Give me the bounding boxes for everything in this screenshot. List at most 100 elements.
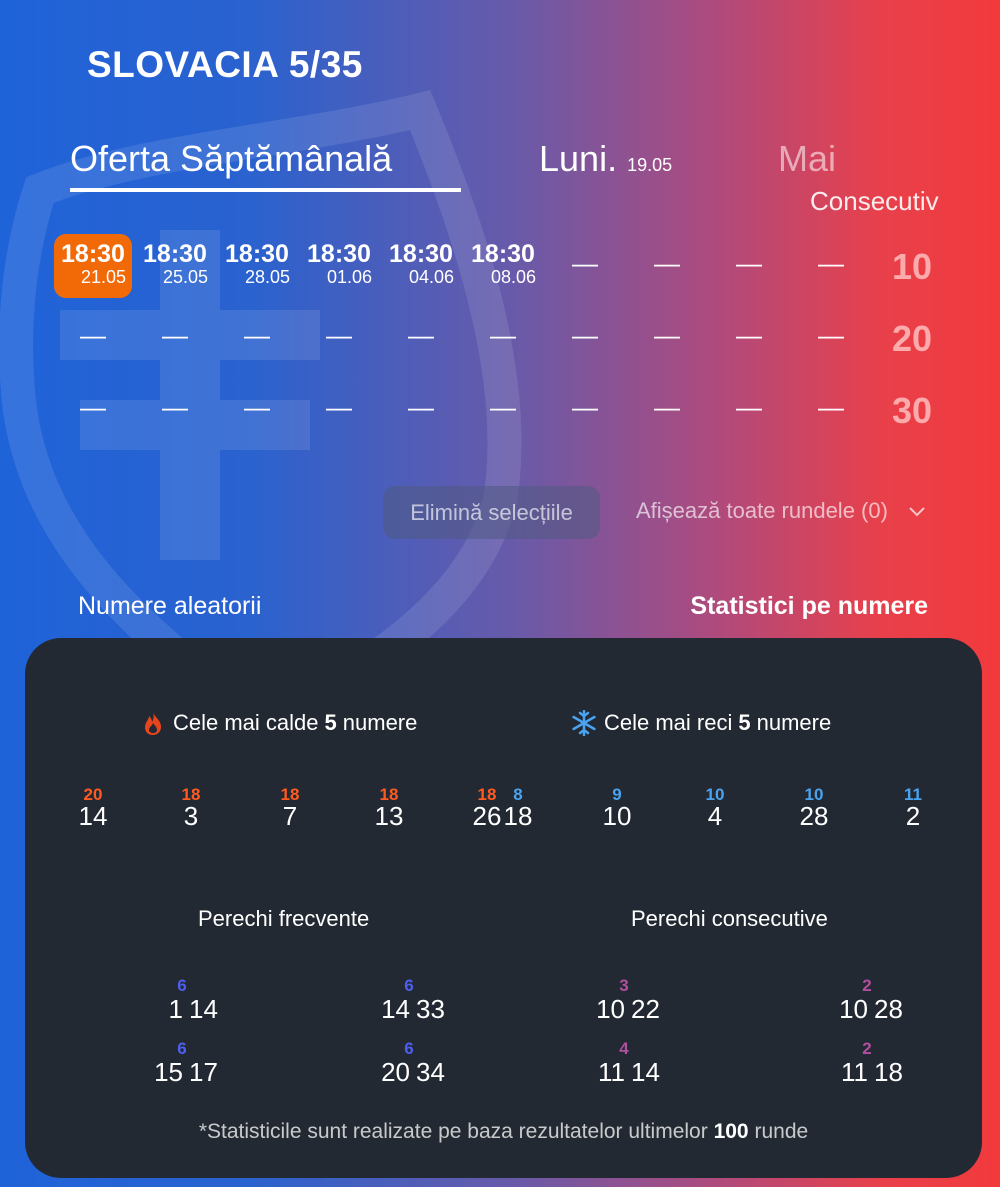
frequent-pairs-title: Perechi frecvente [198, 906, 370, 931]
draw-slot-28-05[interactable]: 18:30 28.05 [218, 234, 296, 298]
cold-number: 10 28 [784, 786, 844, 829]
empty-dash: — [244, 320, 270, 350]
empty-slot[interactable]: — [792, 234, 870, 298]
hot-number-count: 18 [379, 785, 399, 804]
pair-count: 4 [619, 1039, 629, 1058]
hot-number-count: 18 [477, 785, 497, 804]
draw-slot-08-06[interactable]: 18:30 08.06 [464, 234, 542, 298]
tab-monday[interactable]: Luni. 19.05 [539, 138, 672, 180]
fire-icon [145, 712, 161, 735]
empty-slot[interactable]: — [54, 306, 132, 370]
empty-slot[interactable]: — [628, 234, 706, 298]
cold-number: 8 18 [488, 786, 548, 829]
statistics-panel: Cele mai calde 5 numere Cele mai reci 5 nume… [25, 638, 982, 1178]
empty-slot[interactable]: — [792, 306, 870, 370]
draw-date: 28.05 [244, 267, 290, 287]
empty-slot[interactable]: — [628, 306, 706, 370]
consecutive-30[interactable]: 30 [892, 390, 933, 431]
empty-slot[interactable]: — [136, 378, 214, 442]
number-stats-link[interactable]: Statistici pe numere [690, 592, 928, 620]
cold-number-value: 2 [905, 801, 921, 831]
tab-weekly-offer[interactable]: Oferta Săptămânală [70, 138, 461, 192]
pair-second: 22 [631, 994, 660, 1024]
offer-tabs: Oferta Săptămânală Luni. 19.05 Mai Conse… [70, 138, 1000, 248]
empty-slot[interactable]: — [218, 378, 296, 442]
show-all-rounds-toggle[interactable]: Afișează toate rundele (0) [636, 498, 926, 524]
empty-dash: — [80, 392, 106, 422]
empty-dash: — [818, 320, 844, 350]
draw-slot-25-05[interactable]: 18:30 25.05 [136, 234, 214, 298]
footnote-suffix: runde [754, 1120, 809, 1143]
draw-slot-21-05[interactable]: 18:30 21.05 [54, 234, 132, 298]
empty-slot[interactable]: — [300, 306, 378, 370]
hot-number: 18 26 [457, 786, 517, 829]
consecutive-10[interactable]: 10 [892, 246, 933, 287]
pair-count: 6 [404, 1039, 414, 1058]
hot-number-count: 18 [280, 785, 300, 804]
empty-slot[interactable]: — [792, 378, 870, 442]
statistics-footnote: *Statisticile sunt realizate pe baza rez… [25, 1120, 982, 1144]
empty-slot[interactable]: — [54, 378, 132, 442]
empty-slot[interactable]: — [382, 378, 460, 442]
tab-next-day[interactable]: Mai [778, 138, 837, 179]
tab-day-label: Luni. [539, 138, 618, 179]
draw-row-2: — — — — — — — — — — 20 [54, 306, 954, 370]
draw-time: 18:30 [225, 240, 289, 268]
cold-number-count: 11 [904, 785, 922, 804]
empty-dash: — [408, 320, 434, 350]
page-title: SLOVACIA 5/35 [87, 44, 363, 85]
consecutive-pair: 11 4 14 [573, 1039, 693, 1087]
frequent-pair: 15 6 17 [131, 1039, 251, 1087]
pair-count: 3 [619, 976, 629, 995]
cold-number-value: 10 [602, 801, 632, 831]
cold-header-suffix: numere [756, 710, 832, 735]
hot-number: 18 7 [260, 786, 320, 829]
draw-time: 18:30 [471, 240, 535, 268]
draw-date: 25.05 [162, 267, 208, 287]
cold-number: 11 2 [883, 786, 943, 829]
empty-dash: — [80, 320, 106, 350]
clear-selections-button[interactable]: Elimină selecțiile [383, 486, 600, 539]
draw-slot-01-06[interactable]: 18:30 01.06 [300, 234, 378, 298]
empty-slot[interactable]: — [546, 234, 624, 298]
frequent-pair: 1 6 14 [131, 976, 251, 1024]
pair-second: 34 [416, 1057, 445, 1087]
hot-number-value: 26 [472, 801, 502, 831]
pair-first: 11 [841, 1057, 868, 1087]
empty-dash: — [572, 248, 598, 278]
draw-row-3: — — — — — — — — — — 30 [54, 378, 954, 442]
hot-header-suffix: numere [342, 710, 418, 735]
random-numbers-link[interactable]: Numere aleatorii [78, 592, 262, 620]
empty-dash: — [654, 248, 680, 278]
empty-dash: — [408, 392, 434, 422]
empty-slot[interactable]: — [628, 378, 706, 442]
empty-slot[interactable]: — [136, 306, 214, 370]
pair-second: 14 [631, 1057, 660, 1087]
pair-first: 15 [154, 1057, 183, 1087]
consecutive-20[interactable]: 20 [892, 318, 933, 359]
empty-slot[interactable]: — [710, 378, 788, 442]
draw-date: 01.06 [326, 267, 372, 287]
empty-slot[interactable]: — [546, 378, 624, 442]
empty-slot[interactable]: — [300, 378, 378, 442]
draw-time: 18:30 [143, 240, 207, 268]
consecutive-pairs-title: Perechi consecutive [631, 906, 828, 931]
empty-slot[interactable]: — [464, 378, 542, 442]
empty-slot[interactable]: — [382, 306, 460, 370]
empty-slot[interactable]: — [710, 306, 788, 370]
pair-second: 18 [874, 1057, 903, 1087]
show-all-label: Afișează toate rundele (0) [636, 498, 888, 523]
empty-slot[interactable]: — [218, 306, 296, 370]
draw-slot-04-06[interactable]: 18:30 04.06 [382, 234, 460, 298]
cold-number: 10 4 [685, 786, 745, 829]
footnote-prefix: *Statisticile sunt realizate pe baza rez… [198, 1120, 708, 1143]
consecutive-pair: 10 3 22 [573, 976, 693, 1024]
pair-first: 1 [168, 994, 183, 1024]
hot-number-value: 3 [183, 801, 199, 831]
draw-row-1: 18:30 21.05 18:30 25.05 18:30 28.05 18:30 01… [54, 234, 954, 298]
empty-slot[interactable]: — [546, 306, 624, 370]
draw-date: 04.06 [408, 267, 454, 287]
empty-slot[interactable]: — [464, 306, 542, 370]
draw-time: 18:30 [61, 240, 125, 268]
empty-slot[interactable]: — [710, 234, 788, 298]
